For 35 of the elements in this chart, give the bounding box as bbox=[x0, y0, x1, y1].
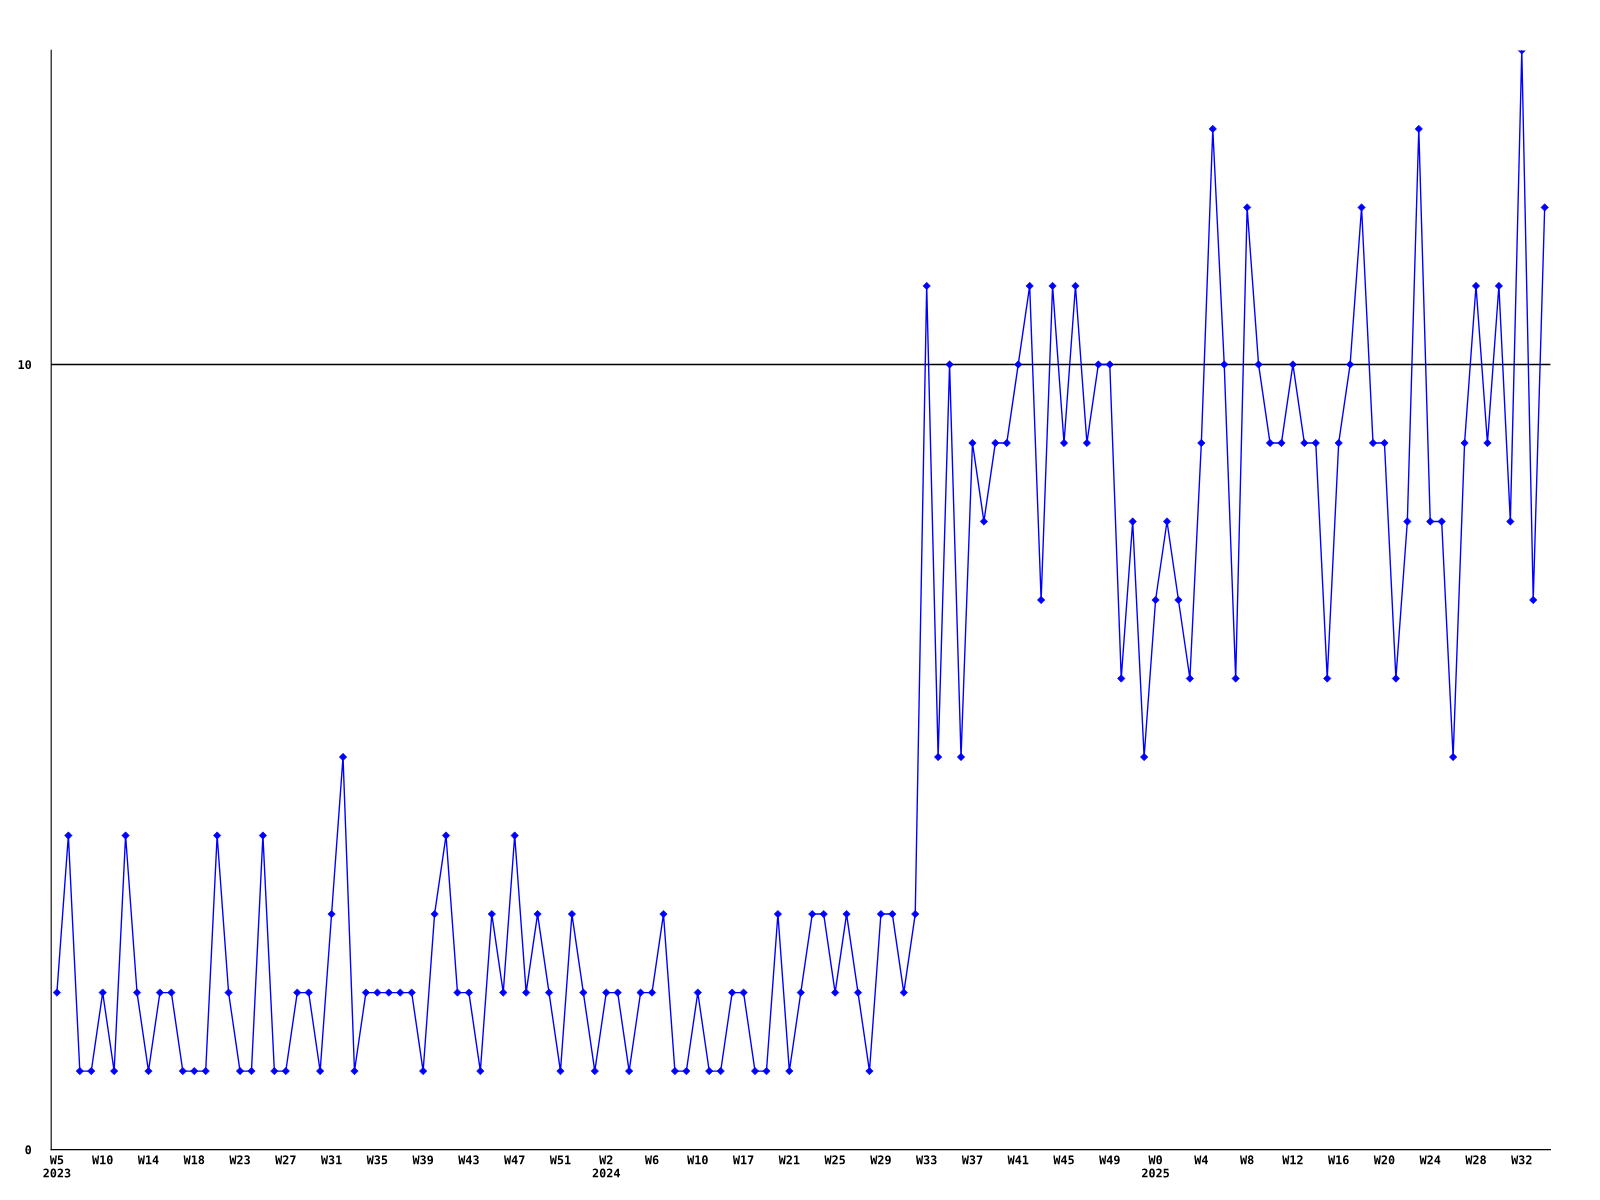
x-tick-label: W49 bbox=[1099, 1155, 1120, 1165]
x-tick-label: W21 bbox=[778, 1155, 800, 1165]
x-tick-label: W14 bbox=[137, 1155, 159, 1165]
x-tick-label: W32 bbox=[1511, 1155, 1532, 1165]
x-tick-label: W0 2025 bbox=[1142, 1155, 1169, 1178]
x-tick-label: W24 bbox=[1419, 1155, 1441, 1165]
x-tick-label: W17 bbox=[732, 1155, 754, 1165]
x-tick-label: W31 bbox=[320, 1155, 342, 1165]
x-tick-label: W8 bbox=[1240, 1155, 1254, 1165]
x-tick-label: W16 bbox=[1328, 1155, 1349, 1165]
x-tick-label: W12 bbox=[1282, 1155, 1303, 1165]
x-tick-label: W23 bbox=[229, 1155, 250, 1165]
x-tick-label: W33 bbox=[916, 1155, 937, 1165]
x-tick-label: W39 bbox=[412, 1155, 434, 1165]
x-tick-label: W35 bbox=[366, 1155, 388, 1165]
x-tick-label: W20 bbox=[1373, 1155, 1395, 1165]
x-tick-label: W28 bbox=[1465, 1155, 1486, 1165]
x-tick-label: W47 bbox=[504, 1155, 525, 1165]
x-tick-label: W4 bbox=[1194, 1155, 1208, 1165]
x-tick-label: W10 bbox=[687, 1155, 708, 1165]
x-tick-label: W2 2024 bbox=[592, 1155, 620, 1178]
x-tick-label: W41 bbox=[1007, 1155, 1029, 1165]
x-tick-label: W5 2023 bbox=[43, 1155, 71, 1178]
x-tick-label: W27 bbox=[275, 1155, 296, 1165]
x-tick-label: W29 bbox=[870, 1155, 891, 1165]
x-tick-label: W25 bbox=[824, 1155, 845, 1165]
x-tick-label: W6 bbox=[644, 1155, 659, 1165]
x-tick-label: W10 bbox=[92, 1155, 113, 1165]
x-tick-label: W51 bbox=[549, 1155, 571, 1165]
x-tick-label: W37 bbox=[961, 1155, 983, 1165]
y-tick-label: 10 bbox=[18, 360, 32, 370]
x-tick-label: W45 bbox=[1053, 1155, 1074, 1165]
y-tick-label: 0 bbox=[25, 1145, 32, 1155]
x-tick-label: W43 bbox=[458, 1155, 479, 1165]
x-tick-label: W18 bbox=[183, 1155, 205, 1165]
